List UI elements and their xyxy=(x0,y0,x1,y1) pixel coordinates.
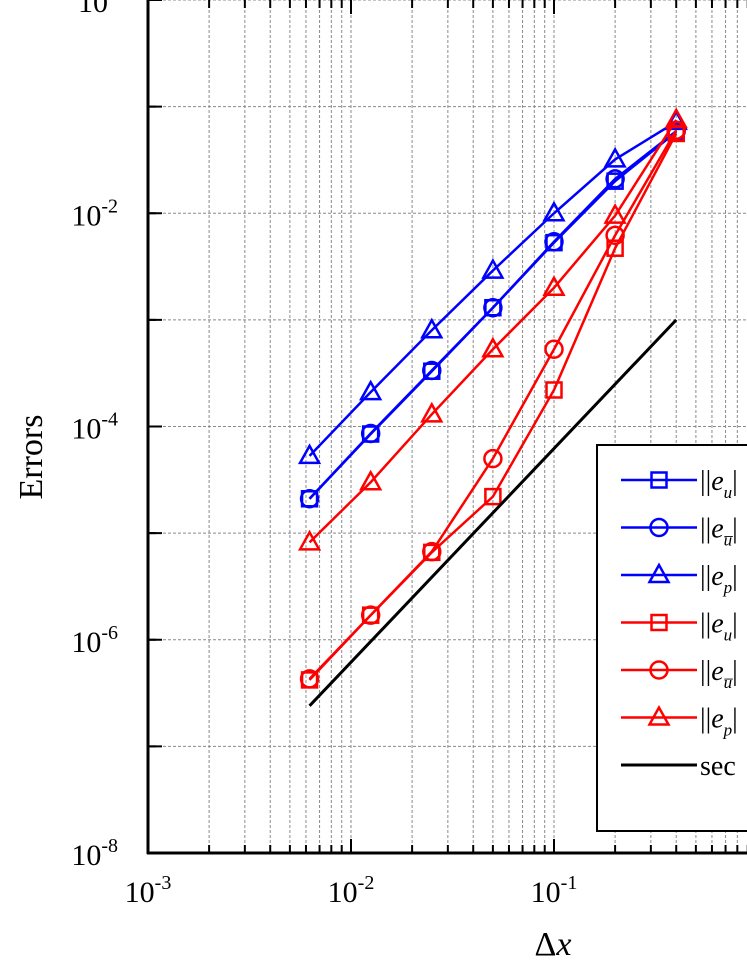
series-line xyxy=(308,120,677,457)
data-point xyxy=(484,487,502,506)
data-point xyxy=(481,336,505,358)
x-axis-label: Δx xyxy=(535,926,572,963)
data-point xyxy=(605,169,625,189)
y-axis-label: Errors xyxy=(13,415,50,500)
y-tick-label: 10-6 xyxy=(71,622,118,659)
data-point xyxy=(420,317,444,339)
data-point xyxy=(297,443,322,465)
legend-marker xyxy=(647,562,671,584)
data-point xyxy=(297,529,322,551)
data-point xyxy=(544,232,564,252)
y-tick-label: 100 xyxy=(78,0,118,19)
data-point xyxy=(483,448,503,469)
legend-entry-6: sec xyxy=(621,751,736,782)
series-6 xyxy=(308,318,678,707)
legend-marker xyxy=(649,660,669,680)
legend-label: ||eu| xyxy=(700,466,738,502)
legend-label: ||eu̅| xyxy=(700,656,738,692)
data-point xyxy=(545,381,563,399)
legend-entry-2: ||ep| xyxy=(621,561,738,597)
y-tick-label: 10-2 xyxy=(71,195,118,232)
y-tick-label: 10-8 xyxy=(71,835,118,872)
x-tick-label: 10-1 xyxy=(531,872,578,909)
data-point xyxy=(481,258,505,279)
legend-entry-3: ||eu| xyxy=(621,609,738,645)
data-point xyxy=(605,225,625,246)
axis-labels: Errors Δx xyxy=(13,415,571,963)
data-point xyxy=(603,203,627,224)
data-point xyxy=(664,107,688,129)
series-4 xyxy=(299,120,686,689)
data-point xyxy=(422,541,442,562)
legend-label: ||ep| xyxy=(700,704,738,740)
data-point xyxy=(544,339,564,360)
data-point xyxy=(299,669,320,689)
series-line xyxy=(308,130,677,500)
data-point xyxy=(542,200,566,222)
legend-marker xyxy=(649,517,669,538)
legend-entry-4: ||eu̅| xyxy=(621,656,738,692)
legend-entry-1: ||eu̅| xyxy=(621,514,738,550)
data-point xyxy=(360,605,381,625)
data-point xyxy=(360,423,381,444)
axes: 10-310-210-1110-810-610-410-2100 xyxy=(71,0,747,909)
series-line xyxy=(308,119,678,544)
legend-box xyxy=(596,444,747,832)
data-point xyxy=(603,146,627,168)
series-line xyxy=(308,129,678,680)
legend-label: ||eu̅| xyxy=(700,514,738,550)
series-5 xyxy=(297,107,688,551)
y-tick-label: 10-4 xyxy=(71,409,118,446)
x-tick-label: 10-3 xyxy=(125,872,172,909)
legend-entry-0: ||eu| xyxy=(621,466,738,502)
data-point xyxy=(542,275,566,297)
series-layer xyxy=(297,107,688,707)
series-2 xyxy=(297,109,688,465)
series-line xyxy=(308,318,678,707)
data-point xyxy=(299,489,320,509)
data-point xyxy=(359,379,383,401)
data-point xyxy=(420,401,444,423)
data-point xyxy=(483,297,503,318)
legend-entry-5: ||ep| xyxy=(621,704,738,740)
legend: ||eu| ||eu̅| ||ep| ||eu| ||eu̅| ||ep| sec xyxy=(596,444,747,832)
legend-label: ||eu| xyxy=(700,609,738,645)
legend-marker xyxy=(647,704,671,726)
x-tick-label: 10-2 xyxy=(328,872,375,909)
data-point xyxy=(422,360,442,381)
data-point xyxy=(359,469,383,491)
legend-marker xyxy=(650,613,668,632)
legend-label: sec xyxy=(700,751,736,782)
legend-marker xyxy=(650,471,668,489)
legend-label: ||ep| xyxy=(700,561,738,597)
